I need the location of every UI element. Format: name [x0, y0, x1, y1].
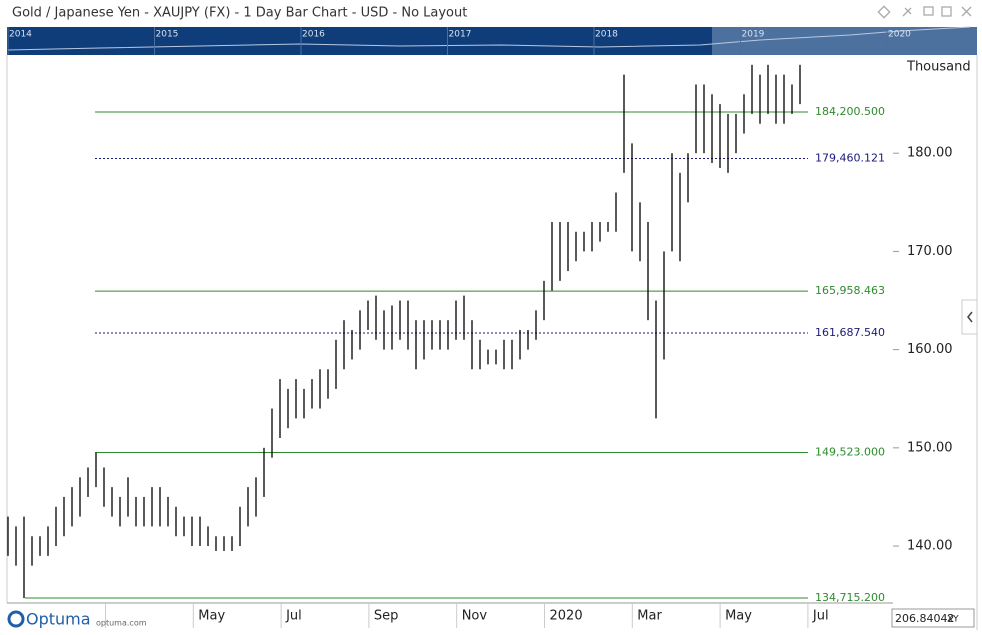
maximize-button[interactable] — [941, 6, 952, 17]
side-panel-arrow[interactable] — [967, 311, 973, 323]
cursor-mode[interactable]: XY — [947, 615, 959, 625]
restore-button[interactable] — [923, 6, 934, 16]
y-tick-label: 170.00 — [907, 244, 953, 259]
x-tick-label: May — [198, 609, 225, 624]
y-tick-label: 180.00 — [907, 146, 953, 161]
navigator-year: 2018 — [595, 30, 618, 40]
navigator-year: 2016 — [302, 30, 325, 40]
level-label: 179,460.121 — [815, 152, 885, 165]
navigator-line — [7, 26, 971, 51]
navigator-year: 2014 — [9, 30, 32, 40]
window-controls[interactable] — [877, 5, 972, 19]
navigator-window[interactable] — [712, 27, 977, 55]
navigator-year: 2017 — [449, 30, 472, 40]
pin-icon[interactable] — [902, 7, 912, 17]
window-title: Gold / Japanese Yen - XAUJPY (FX) - 1 Da… — [12, 6, 467, 21]
x-tick-label: 2020 — [550, 609, 583, 624]
navigator-labels: 2014 2015 2016 2017 2018 2019 2020 — [7, 27, 911, 55]
navigator-year: 2015 — [156, 30, 179, 40]
level-label: 165,958.463 — [815, 284, 885, 297]
y-tick-label: 160.00 — [907, 342, 953, 357]
level-label: 184,200.500 — [815, 105, 885, 118]
x-tick-label: May — [725, 609, 752, 624]
side-panel-tab[interactable] — [961, 299, 978, 335]
x-tick-label: Nov — [462, 609, 488, 624]
x-tick-label: Mar — [637, 609, 662, 624]
brand: Optuma — [26, 610, 91, 629]
level-label: 161,687.540 — [815, 326, 885, 339]
y-tick-label: 150.00 — [907, 440, 953, 455]
close-button[interactable] — [961, 6, 972, 17]
plot: 140.00 150.00 160.00 170.00 180.00 May Jul Sep N… — [7, 64, 953, 628]
x-tick-label: Sep — [374, 609, 399, 624]
level-label: 149,523.000 — [815, 446, 885, 459]
footer: Optuma optuma.com 206.84042 XY — [7, 608, 975, 629]
navigator-year: 2019 — [742, 30, 765, 40]
site: optuma.com — [96, 619, 147, 628]
level-label: 134,715.200 — [815, 591, 885, 604]
cursor-box[interactable] — [891, 608, 975, 628]
unit-label: Thousand — [906, 60, 971, 75]
y-tick-label: 140.00 — [907, 539, 953, 554]
cursor-value: 206.84042 — [895, 612, 955, 625]
logo-icon — [7, 610, 25, 628]
x-tick-label: Jul — [285, 609, 302, 624]
navigator-year: 2020 — [888, 30, 911, 40]
pin-button[interactable] — [877, 5, 891, 19]
x-tick-label: Jul — [812, 609, 829, 624]
